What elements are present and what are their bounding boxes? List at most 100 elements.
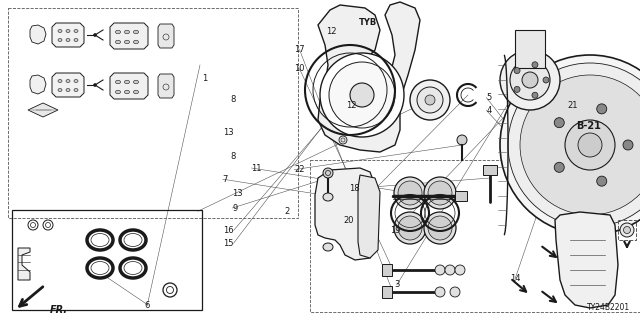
Bar: [310, 160, 640, 312]
Circle shape: [620, 223, 634, 237]
Ellipse shape: [66, 79, 70, 83]
Polygon shape: [158, 74, 174, 98]
Circle shape: [500, 55, 640, 235]
Text: 12: 12: [326, 27, 337, 36]
Polygon shape: [28, 103, 58, 117]
Ellipse shape: [134, 80, 138, 84]
Circle shape: [398, 216, 422, 240]
Circle shape: [329, 62, 395, 128]
Text: 17: 17: [294, 45, 305, 54]
Circle shape: [410, 80, 450, 120]
Text: 19: 19: [390, 226, 401, 235]
Ellipse shape: [115, 90, 120, 94]
Ellipse shape: [115, 80, 120, 84]
Circle shape: [398, 181, 422, 205]
Ellipse shape: [58, 29, 62, 33]
Polygon shape: [158, 24, 174, 48]
Bar: [8, 8, 298, 218]
Circle shape: [520, 75, 640, 215]
Text: 5: 5: [486, 93, 492, 102]
Circle shape: [457, 135, 467, 145]
Ellipse shape: [74, 29, 78, 33]
Ellipse shape: [58, 79, 62, 83]
Circle shape: [424, 177, 456, 209]
Ellipse shape: [323, 193, 333, 201]
Text: 8: 8: [230, 152, 236, 161]
Ellipse shape: [115, 30, 120, 34]
Ellipse shape: [74, 89, 78, 92]
Text: 18: 18: [349, 184, 360, 193]
Bar: [618, 220, 636, 240]
Text: TY24B2201: TY24B2201: [587, 303, 630, 313]
Text: 20: 20: [344, 216, 354, 225]
Ellipse shape: [66, 38, 70, 42]
Text: 11: 11: [252, 164, 262, 172]
Circle shape: [445, 265, 455, 275]
Bar: [455, 191, 467, 201]
Circle shape: [424, 212, 456, 244]
Circle shape: [428, 181, 452, 205]
Circle shape: [514, 86, 520, 92]
Circle shape: [532, 62, 538, 68]
Circle shape: [435, 287, 445, 297]
Text: B-21: B-21: [577, 121, 602, 131]
Ellipse shape: [74, 38, 78, 42]
Circle shape: [543, 77, 549, 83]
Circle shape: [93, 84, 97, 86]
Text: FR.: FR.: [50, 305, 68, 315]
Text: 7: 7: [223, 175, 228, 184]
Polygon shape: [318, 2, 420, 152]
Text: 13: 13: [232, 189, 243, 198]
Circle shape: [596, 176, 607, 186]
Circle shape: [350, 83, 374, 107]
Bar: [515, 30, 545, 68]
Circle shape: [450, 287, 460, 297]
Polygon shape: [30, 75, 46, 94]
Circle shape: [500, 50, 560, 110]
Text: TYB: TYB: [359, 18, 377, 27]
Circle shape: [93, 34, 97, 36]
Circle shape: [565, 120, 615, 170]
Ellipse shape: [74, 79, 78, 83]
Circle shape: [596, 104, 607, 114]
Ellipse shape: [66, 89, 70, 92]
Ellipse shape: [125, 30, 129, 34]
Circle shape: [455, 265, 465, 275]
Ellipse shape: [125, 40, 129, 44]
Circle shape: [320, 53, 404, 137]
Circle shape: [554, 162, 564, 172]
Polygon shape: [555, 212, 618, 308]
Text: 6: 6: [145, 301, 150, 310]
Ellipse shape: [58, 38, 62, 42]
Ellipse shape: [323, 243, 333, 251]
Bar: [483, 165, 497, 175]
Ellipse shape: [115, 40, 120, 44]
Circle shape: [578, 133, 602, 157]
Circle shape: [425, 95, 435, 105]
Circle shape: [508, 63, 640, 227]
Text: 16: 16: [223, 226, 234, 235]
Text: 14: 14: [510, 274, 520, 283]
Text: 12: 12: [346, 101, 356, 110]
Circle shape: [623, 227, 630, 234]
Circle shape: [394, 212, 426, 244]
Polygon shape: [18, 248, 30, 280]
Polygon shape: [52, 73, 84, 97]
Ellipse shape: [134, 90, 138, 94]
Bar: [382, 264, 392, 276]
Polygon shape: [110, 73, 148, 99]
Polygon shape: [30, 25, 46, 44]
Polygon shape: [52, 23, 84, 47]
Circle shape: [623, 140, 633, 150]
Text: 8: 8: [230, 95, 236, 104]
Text: 13: 13: [223, 128, 234, 137]
Ellipse shape: [66, 29, 70, 33]
Text: 21: 21: [567, 101, 577, 110]
Ellipse shape: [134, 30, 138, 34]
Text: 3: 3: [394, 280, 399, 289]
Ellipse shape: [58, 89, 62, 92]
Polygon shape: [358, 175, 380, 258]
Circle shape: [532, 92, 538, 98]
Bar: [382, 286, 392, 298]
Text: 2: 2: [285, 207, 290, 216]
